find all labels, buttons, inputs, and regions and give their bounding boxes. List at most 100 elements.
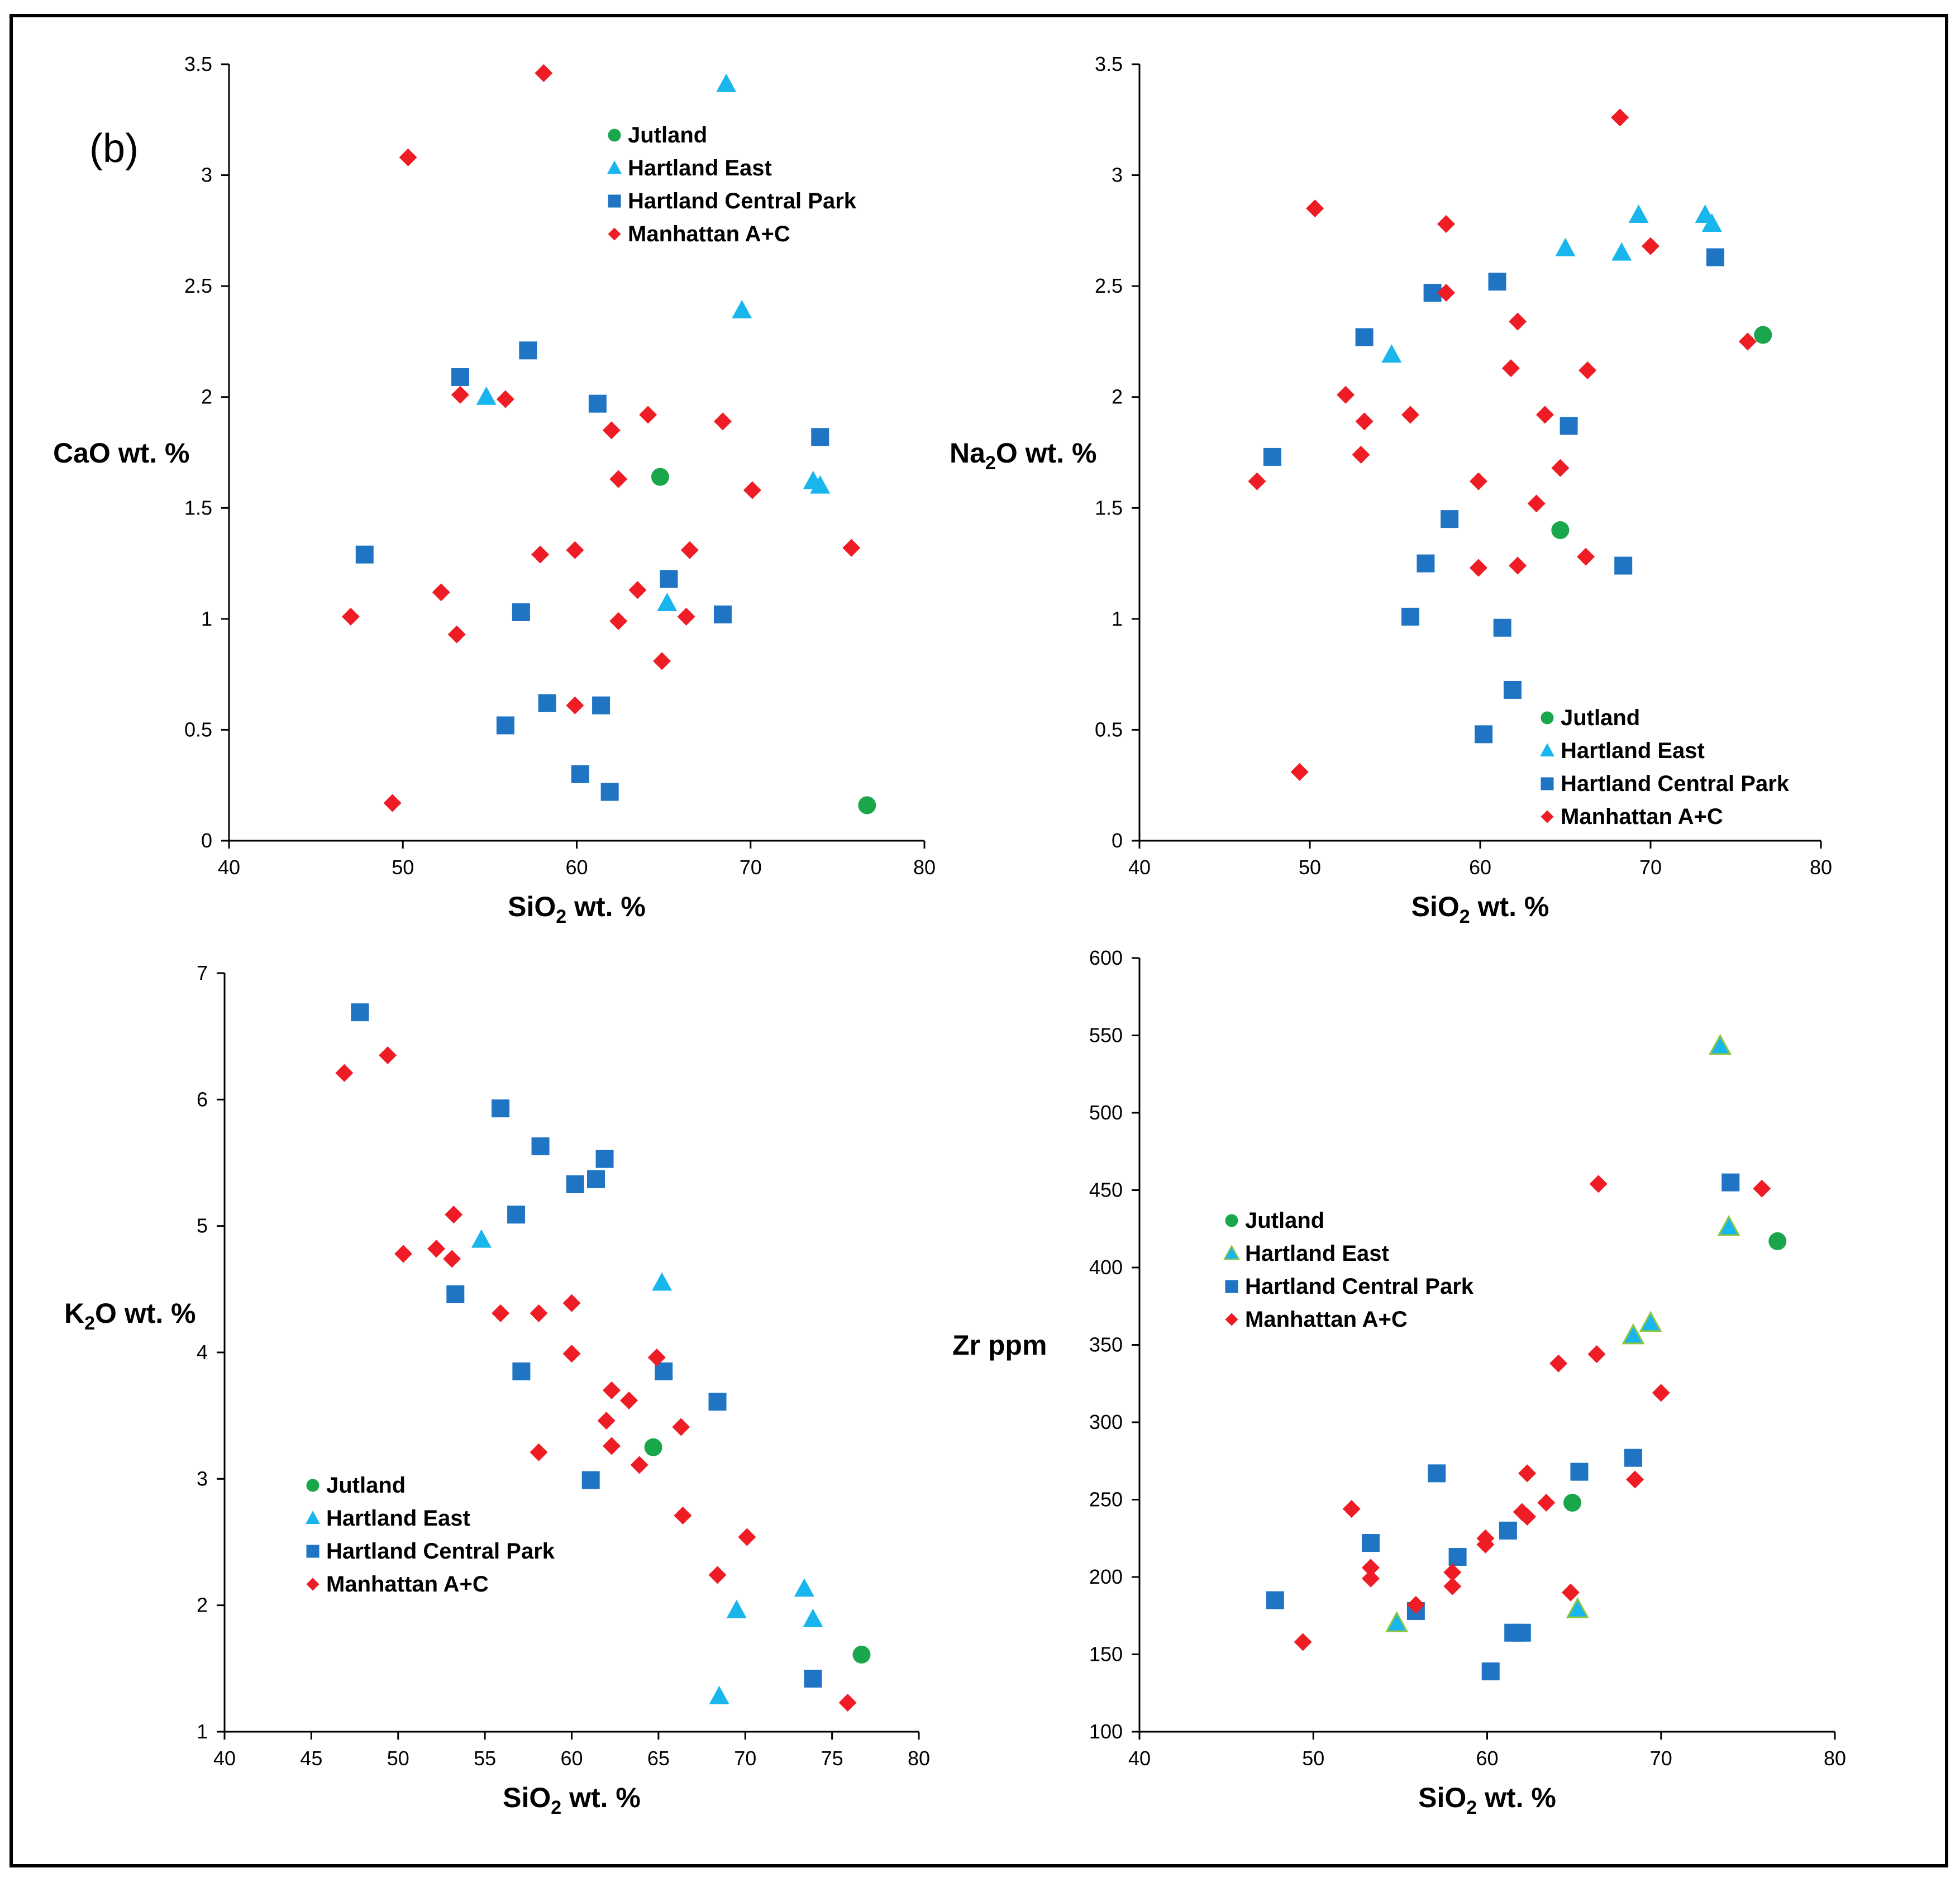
- data-point: [1563, 1494, 1582, 1512]
- legend-marker: [1225, 1280, 1238, 1293]
- data-point: [566, 1175, 584, 1193]
- data-point: [451, 368, 469, 386]
- data-point: [507, 1206, 526, 1224]
- data-point: [595, 1150, 614, 1168]
- data-point: [852, 1645, 871, 1664]
- data-point: [1481, 1662, 1500, 1680]
- x-tick-label: 70: [734, 1747, 756, 1770]
- data-point: [447, 625, 466, 644]
- data-point: [379, 1046, 397, 1065]
- data-point: [566, 541, 584, 559]
- y-tick-label: 2.5: [184, 274, 212, 297]
- y-tick-label: 450: [1089, 1179, 1123, 1202]
- series-hartland-central-park: [1266, 1173, 1740, 1680]
- data-point: [355, 545, 374, 564]
- data-point: [1535, 406, 1554, 424]
- data-point: [639, 406, 657, 424]
- legend-marker: [608, 128, 621, 142]
- data-point: [496, 390, 514, 408]
- legend-label: Hartland Central Park: [326, 1539, 555, 1564]
- data-point: [445, 1206, 463, 1224]
- legend: Jutland Hartland East Hartland Central Par…: [1223, 1208, 1474, 1332]
- data-point: [803, 1608, 823, 1627]
- data-point: [858, 796, 876, 814]
- data-point: [1717, 1214, 1740, 1236]
- data-point: [708, 1566, 727, 1584]
- data-point: [1518, 1464, 1537, 1483]
- x-tick-label: 65: [647, 1747, 670, 1770]
- data-point: [652, 1272, 673, 1291]
- y-axis-label: Na2O wt. %: [950, 437, 1096, 474]
- data-point: [530, 1304, 548, 1322]
- legend-marker: [1225, 1214, 1238, 1227]
- legend-label: Manhattan A+C: [1245, 1307, 1408, 1332]
- y-tick-label: 250: [1089, 1488, 1123, 1511]
- y-tick-label: 7: [197, 961, 208, 984]
- data-point: [1738, 332, 1757, 351]
- data-point: [1555, 237, 1576, 256]
- data-point: [600, 783, 619, 801]
- chart-zr: 40 50 60 70 80 100 150 200 250 300 350 400 450 500 550…: [952, 946, 1846, 1818]
- data-point: [708, 1393, 727, 1411]
- data-point: [1652, 1384, 1670, 1402]
- data-point: [562, 1294, 581, 1312]
- x-tick-label: 60: [560, 1747, 583, 1770]
- data-point: [1614, 556, 1633, 575]
- y-tick-label: 1.5: [184, 496, 212, 519]
- legend-marker: [1541, 810, 1554, 823]
- legend-marker: [306, 1511, 320, 1524]
- data-point: [451, 385, 469, 404]
- data-point: [394, 1245, 413, 1263]
- data-point: [1443, 1577, 1462, 1595]
- legend-marker: [607, 160, 622, 174]
- legend-label: Hartland East: [1561, 738, 1705, 763]
- data-point: [538, 694, 556, 712]
- legend-marker: [608, 194, 621, 208]
- series-manhattan-a-c: [1248, 108, 1757, 781]
- data-point: [530, 1443, 548, 1461]
- data-point: [1401, 607, 1419, 626]
- data-point: [1443, 1563, 1462, 1581]
- legend: Jutland Hartland East Hartland Central Par…: [607, 123, 857, 246]
- data-point: [1476, 1535, 1495, 1554]
- data-point: [562, 1345, 581, 1363]
- data-point: [1721, 1173, 1740, 1192]
- data-point: [1639, 1311, 1662, 1332]
- series-hartland-east: [1381, 204, 1722, 363]
- x-tick-label: 80: [1810, 856, 1832, 879]
- y-tick-label: 0: [201, 829, 212, 852]
- chart-cao: 40 50 60 70 80 0 0.5 1 1.5 2 2.5 3 3.5 SiO2 wt. % CaO …: [53, 53, 936, 927]
- y-tick-label: 0: [1112, 829, 1123, 852]
- legend-label: Hartland Central Park: [1561, 771, 1790, 796]
- legend-marker: [1541, 777, 1554, 790]
- data-point: [1290, 763, 1309, 781]
- data-point: [1754, 326, 1772, 344]
- y-tick-label: 2: [1112, 385, 1123, 408]
- data-point: [531, 1137, 550, 1156]
- series-manhattan-a-c: [1294, 1175, 1771, 1651]
- data-point: [588, 394, 607, 413]
- y-tick-label: 150: [1089, 1643, 1123, 1666]
- legend-label: Jutland: [1561, 706, 1640, 730]
- data-point: [602, 421, 621, 440]
- data-point: [657, 593, 678, 612]
- data-point: [680, 541, 699, 559]
- data-point: [1248, 472, 1266, 490]
- data-point: [512, 603, 530, 621]
- x-tick-label: 60: [565, 856, 588, 879]
- data-point: [1527, 494, 1546, 513]
- data-point: [1263, 447, 1281, 466]
- y-tick-label: 1: [197, 1720, 208, 1743]
- y-tick-label: 3.5: [1095, 53, 1123, 75]
- data-point: [492, 1304, 510, 1322]
- data-point: [810, 475, 831, 494]
- data-point: [1437, 215, 1455, 233]
- data-point: [471, 1229, 492, 1248]
- data-point: [1753, 1179, 1771, 1198]
- data-point: [1570, 1462, 1589, 1481]
- series-manhattan-a-c: [335, 1046, 857, 1712]
- y-tick-label: 300: [1089, 1411, 1123, 1433]
- data-point: [1642, 237, 1659, 255]
